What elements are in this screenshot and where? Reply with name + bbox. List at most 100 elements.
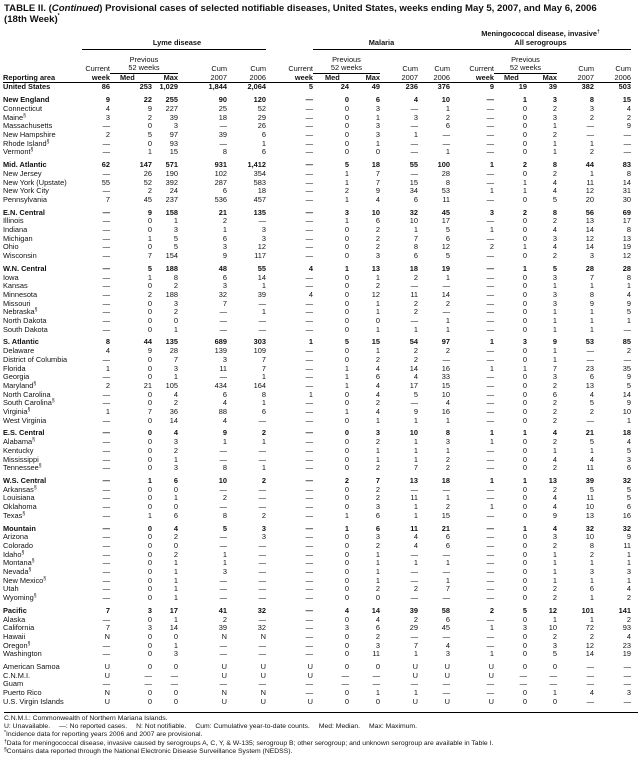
value-cell: 8 [173,272,178,282]
value-cell: 1 [261,307,266,317]
value-cell: 15 [409,177,418,187]
value-cell: 434 [214,380,227,390]
value-cell: 4 [552,502,557,512]
value-cell: 39 [548,82,557,92]
value-cell: 7 [105,605,110,615]
value-cell: 55 [257,263,266,273]
value-cell: 1 [147,147,152,157]
area-name: New Jersey [3,168,42,178]
value-cell: 1 [344,372,349,382]
value-cell: 1 [413,454,418,464]
value-cell: 7 [552,363,557,373]
legend-item: —: No reported cases. [59,723,128,731]
value-cell: N [221,688,227,698]
value-cell: 21 [143,380,152,390]
value-cell: 8 [413,242,418,252]
value-cell: 1 [552,558,557,568]
value-cell: 1 [375,567,380,577]
value-cell: 0 [147,696,152,706]
weeks52-label: 52 weeks [110,63,178,74]
value-cell: 0 [344,428,349,438]
value-cell: 1,844 [208,82,228,92]
value-cell: 7 [147,407,152,417]
value-cell: 2 [375,354,380,364]
value-cell: — [442,679,450,689]
area-name: Oregon [3,640,28,650]
value-cell: 14 [622,177,631,187]
value-cell: — [410,484,418,494]
value-cell: 0 [522,502,527,512]
reporting-area-cell: Nebraska§ [3,307,82,317]
value-cell: 0 [147,316,152,326]
footnote-mark: § [33,593,37,600]
value-cell: 1 [589,593,594,603]
value-cell: 3 [173,121,178,131]
value-cell: 0 [344,112,349,122]
value-cell: 3 [344,207,349,217]
value-cell: — [305,540,313,550]
value-cell: 0 [344,324,349,334]
value-cell: 93 [169,138,178,148]
value-cell: — [305,614,313,624]
legend-item: U: Unavailable. [4,723,51,731]
value-cell: 3 [173,225,178,235]
value-cell: 1 [261,281,266,291]
value-cell: 11 [372,649,380,659]
value-cell: 1 [173,640,178,650]
value-cell: — [586,129,594,139]
value-cell: 3 [261,523,266,533]
reporting-area-cell: Arkansas§ [3,485,82,495]
value-cell: 9 [589,298,594,308]
value-cell: — [442,138,450,148]
value-cell: — [486,407,494,417]
value-cell: 3 [552,112,557,122]
value-cell: 0 [344,272,349,282]
reporting-area-cell: American Samoa [3,659,82,672]
area-name: Mid. Atlantic [3,160,47,170]
value-cell: 1 [626,316,631,326]
table-row: Nevada§ — 0 1 3 — — 0 1 — — — 0 1 3 3 [3,567,631,577]
value-cell: 0 [522,484,527,494]
value-cell: — [549,670,557,680]
value-cell: 503 [618,82,631,92]
value-cell: 9 [626,298,631,308]
value-cell: 6 [222,233,227,243]
value-cell: 1 [147,233,152,243]
value-cell: 1 [413,502,418,512]
value-cell: — [486,263,494,273]
value-cell: — [219,324,227,334]
value-cell: 4 [626,584,631,594]
value-cell: 5 [147,129,152,139]
value-cell: 190 [165,168,178,178]
value-cell: 1 [589,575,594,585]
table-row: Georgia — 0 1 — 1 — 1 6 4 33 — 0 3 6 9 [3,372,631,382]
value-cell: — [586,662,594,672]
area-name: Maine [3,112,24,122]
value-cell: 2 [552,463,557,473]
value-cell: 3 [173,437,178,447]
value-cell: 2 [589,631,594,641]
area-name: Alabama [3,437,33,447]
value-cell: 1 [489,337,494,347]
table-row: Arizona — 0 2 — 3 — 0 3 4 6 — 0 3 10 9 [3,532,631,542]
table-row: New England 9 22 255 90 120 — 0 6 4 10 — 1 3 8 15 [3,92,631,105]
value-cell: 1 [375,549,380,559]
value-cell: 5 [589,398,594,408]
value-cell: 0 [522,316,527,326]
value-cell: 0 [147,484,152,494]
value-cell: 9 [222,428,227,438]
value-cell: — [486,95,494,105]
value-cell: 53 [441,186,450,196]
value-cell: 18 [409,263,418,273]
value-cell: — [486,177,494,187]
value-cell: — [486,463,494,473]
value-cell: 0 [147,575,152,585]
value-cell: 2 [552,129,557,139]
value-cell: — [102,549,110,559]
value-cell: — [305,207,313,217]
title-prefix: TABLE II. ( [4,3,52,14]
value-cell: 1 [413,437,418,447]
value-cell: — [486,510,494,520]
reporting-area-cell: North Carolina [3,390,82,400]
value-cell: 44 [143,337,152,347]
